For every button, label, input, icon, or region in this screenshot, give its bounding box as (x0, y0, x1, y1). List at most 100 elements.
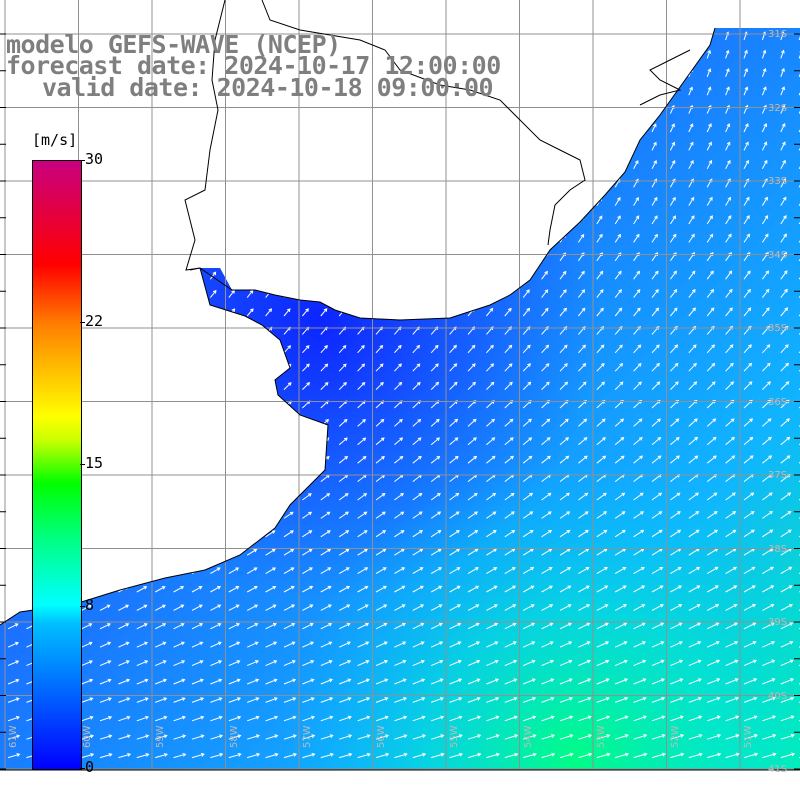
wind-arrow (338, 567, 350, 575)
wind-arrow (99, 253, 106, 262)
wind-arrow (651, 529, 663, 538)
wind-arrow (7, 327, 15, 335)
wind-arrow (118, 290, 125, 298)
coastline-lagoon (639, 49, 691, 106)
wind-arrow (486, 381, 495, 390)
wind-arrow (467, 567, 479, 575)
wind-arrow (81, 437, 90, 446)
wind-arrow (7, 530, 18, 538)
wind-arrow (743, 215, 750, 225)
wind-arrow (578, 511, 589, 519)
wind-arrow (117, 216, 124, 225)
wind-arrow (614, 160, 621, 170)
wind-arrow (614, 233, 621, 243)
wind-arrow (7, 734, 21, 740)
wind-arrow (412, 697, 426, 703)
wind-arrow (283, 604, 296, 611)
wind-arrow (780, 511, 792, 519)
wind-arrow (191, 715, 205, 722)
wind-arrow (247, 697, 260, 703)
wind-arrow (688, 381, 698, 390)
wind-arrow (265, 697, 278, 703)
wind-arrow (81, 660, 93, 667)
wind-arrow (633, 752, 648, 759)
wind-arrow (265, 400, 274, 409)
wind-arrow (394, 307, 402, 317)
wind-arrow (559, 567, 572, 575)
wind-arrow (430, 418, 440, 427)
wind-arrow (99, 567, 111, 575)
wind-arrow (412, 678, 426, 685)
wind-arrow (578, 437, 588, 446)
wind-arrow (154, 289, 162, 298)
wind-arrow (651, 160, 657, 170)
wind-arrow (283, 678, 297, 685)
wind-arrow (706, 566, 719, 575)
wind-arrow (633, 362, 642, 372)
wind-arrow (541, 492, 552, 501)
wind-arrow (118, 345, 126, 354)
wind-arrow (412, 344, 421, 354)
wind-arrow (669, 160, 676, 170)
wind-arrow (136, 623, 148, 630)
latitude-label: 31S (768, 29, 788, 40)
wind-arrow (596, 455, 607, 464)
wind-arrow (651, 659, 665, 667)
wind-arrow (651, 455, 662, 464)
wind-arrow (651, 86, 657, 96)
wind-arrow (449, 437, 459, 446)
wind-arrow (375, 641, 388, 648)
wind-arrow (210, 326, 218, 335)
wind-arrow (7, 124, 12, 133)
wind-arrow (154, 142, 160, 151)
wind-arrow (265, 678, 278, 685)
wind-arrow (449, 142, 455, 151)
wind-arrow (743, 381, 753, 390)
wind-arrow (577, 123, 583, 133)
wind-arrow (228, 197, 234, 206)
wind-arrow (430, 234, 437, 243)
wind-arrow (81, 549, 92, 556)
wind-arrow (559, 160, 565, 170)
wind-arrow (633, 641, 646, 648)
wind-arrow (283, 160, 289, 170)
wind-arrow (430, 641, 444, 648)
wind-arrow (614, 641, 628, 648)
wind-arrow (762, 344, 771, 354)
wind-arrow (651, 678, 665, 685)
wind-arrow (669, 49, 675, 59)
wind-arrow (246, 456, 256, 464)
wind-arrow (302, 363, 310, 372)
wind-arrow (173, 549, 184, 556)
wind-arrow (633, 604, 646, 611)
wind-arrow (743, 659, 757, 667)
wind-arrow (154, 641, 167, 648)
wind-arrow (357, 622, 370, 630)
wind-arrow (651, 233, 658, 243)
wind-arrow (191, 734, 205, 740)
colorbar-tick-label: 22 (85, 312, 104, 331)
wind-arrow (81, 715, 94, 722)
wind-arrow (467, 604, 480, 611)
wind-arrow (651, 585, 664, 593)
wind-arrow (117, 142, 123, 151)
wind-arrow (449, 734, 463, 740)
wind-arrow (596, 123, 602, 133)
wind-arrow (633, 289, 641, 298)
wind-arrow (688, 455, 699, 464)
wind-arrow (523, 659, 536, 667)
wind-arrow (357, 567, 369, 575)
wind-arrow (191, 530, 202, 538)
wind-arrow (670, 529, 682, 538)
wind-arrow (302, 345, 310, 354)
wind-arrow (430, 197, 437, 206)
wind-arrow (707, 752, 722, 759)
wind-arrow (780, 344, 789, 354)
wind-arrow (283, 622, 296, 630)
wind-arrow (191, 382, 200, 390)
wind-arrow (357, 197, 363, 206)
wind-arrow (136, 456, 146, 464)
wind-arrow (118, 511, 128, 519)
wind-arrow (283, 493, 294, 501)
